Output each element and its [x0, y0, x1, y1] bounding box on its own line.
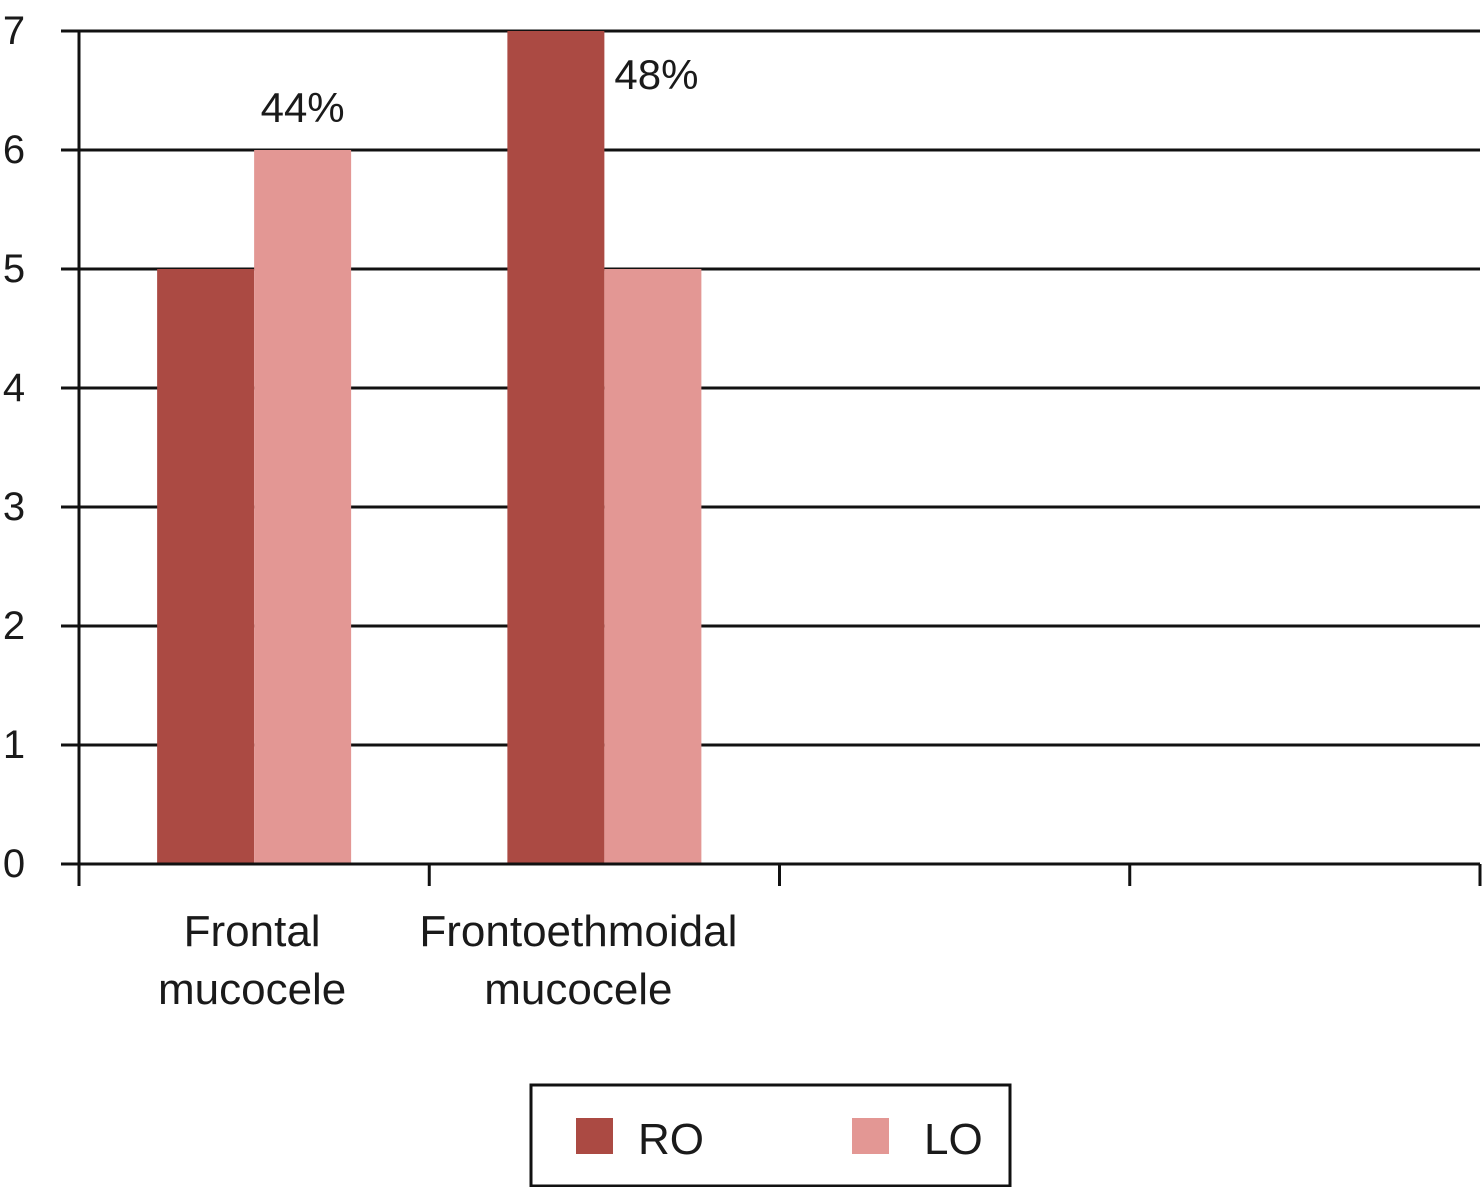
bar-lo-1 — [604, 269, 702, 864]
y-tick-label: 6 — [3, 128, 25, 172]
bar-ro-0 — [157, 269, 255, 864]
legend-label-lo: LO — [924, 1115, 983, 1164]
axes — [61, 29, 1482, 886]
y-tick-label: 0 — [3, 842, 25, 886]
category-labels: Frontal mucocele Frontoethmoidal mucocele — [158, 907, 737, 1014]
legend: RO LO — [529, 1083, 1012, 1187]
legend-swatch-ro — [576, 1118, 613, 1154]
y-tick-label: 7 — [3, 9, 25, 53]
category-label: Frontoethmoidal — [419, 907, 737, 956]
data-label: 44% — [261, 84, 345, 131]
y-tick-label: 4 — [3, 366, 25, 410]
y-tick-label: 3 — [3, 485, 25, 529]
category-label: mucocele — [158, 965, 346, 1014]
bar-ro-1 — [507, 31, 605, 864]
bar-lo-0 — [254, 150, 352, 864]
bars — [157, 31, 702, 864]
y-tick-label: 2 — [3, 604, 25, 648]
data-labels: 44% 48% — [261, 51, 699, 131]
data-label: 48% — [614, 51, 698, 98]
legend-swatch-lo — [852, 1118, 889, 1154]
y-tick-labels: 0 1 2 3 4 5 6 7 — [3, 9, 25, 886]
y-tick-label: 5 — [3, 247, 25, 291]
legend-label-ro: RO — [638, 1115, 704, 1164]
y-tick-label: 1 — [3, 723, 25, 767]
category-label: mucocele — [484, 965, 672, 1014]
category-label: Frontal — [184, 907, 321, 956]
